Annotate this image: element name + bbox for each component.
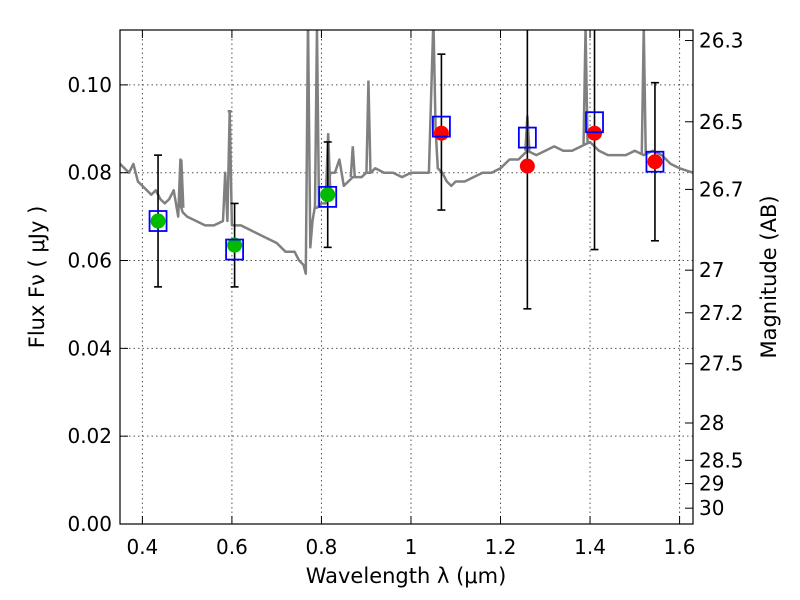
model-photometry-square [432,115,451,138]
mag-tick-label: 27 [699,258,724,282]
x-tick-label: 1.4 [574,535,606,559]
mag-tick-label: 29 [699,472,724,496]
mag-tick-label: 27.2 [699,301,744,325]
model-spectrum-line [120,30,693,275]
mag-tick-label: 26.5 [699,110,744,134]
x-tick-label: 0.4 [126,535,158,559]
mag-tick-label: 26.7 [699,177,744,201]
observed-point [647,154,663,170]
x-tick-label: 1 [405,535,418,559]
observed-point [227,237,243,253]
emission-line-spike [324,133,332,189]
x-tick-label: 0.8 [306,535,338,559]
mag-tick-label: 27.5 [699,352,744,376]
observed-point [519,158,535,174]
y2-axis-label: Magnitude (AB) [757,195,781,358]
model-photometry-square [585,111,604,134]
y-tick-label: 0.06 [67,249,112,273]
mag-tick-label: 30 [699,496,724,520]
mag-tick-label: 28 [699,411,724,435]
y-tick-label: 0.04 [67,336,112,360]
emission-line-spike [313,30,321,208]
x-tick-label: 0.6 [216,535,248,559]
model-photometry-square [225,238,245,261]
emission-line-spike [178,159,185,208]
y-tick-label: 0.10 [67,73,112,97]
x-tick-label: 1.6 [664,535,696,559]
y-tick-label: 0.08 [67,161,112,185]
model-photometry-square [148,210,168,232]
emission-line-spike [640,30,648,156]
mag-tick-label: 26.3 [699,29,744,53]
y-axis-label: Flux Fν ( μJy ) [25,206,49,349]
plot-frame [119,29,694,525]
model-photometry-square [645,150,665,173]
model-photometry-square [517,126,537,149]
observed-point [587,125,603,141]
observed-point [433,125,449,141]
y-tick-label: 0.00 [67,512,112,536]
mag-tick-label: 28.5 [699,448,744,472]
observed-point [320,187,336,203]
x-tick-label: 1.2 [485,535,517,559]
emission-line-spike [365,80,372,173]
x-axis-label: Wavelength λ (μm) [306,564,507,588]
model-photometry-square [318,185,338,208]
emission-line-spike [582,30,589,145]
observed-point [150,213,166,229]
emission-line-spike [349,146,357,178]
y-tick-label: 0.02 [67,424,112,448]
